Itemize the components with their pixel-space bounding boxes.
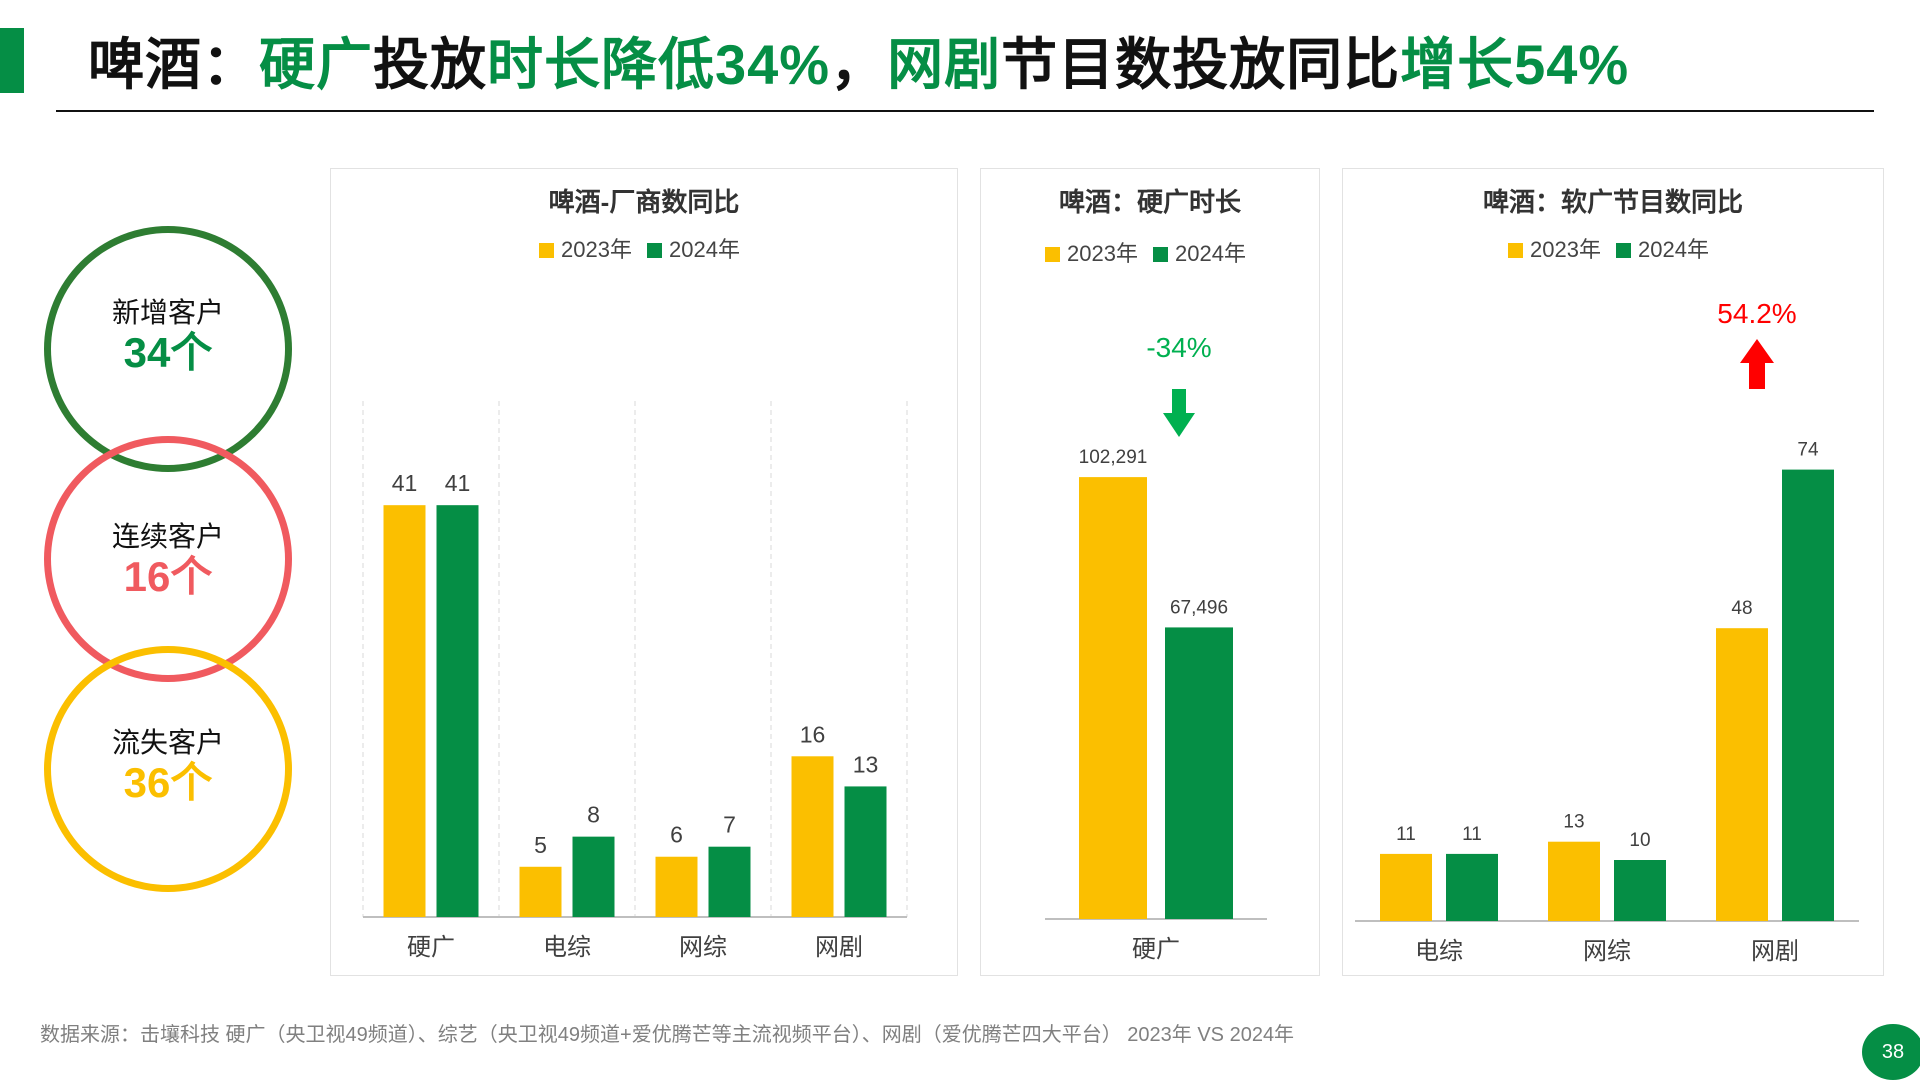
manufacturer-count-panel: 啤酒-厂商数同比 2023年 2024年 41 41 硬广 5 8 电综 6 7 网综 16 13 网剧 [330, 168, 958, 976]
bar-label-0-2: 6 [670, 822, 683, 848]
legend-swatch-0 [1045, 247, 1060, 262]
title-segment-7: 增长54% [1400, 33, 1630, 96]
bar-label-0-0: 102,291 [1079, 447, 1148, 468]
down-arrow-icon [1163, 389, 1195, 437]
new-customers-label: 新增客户 [111, 297, 224, 328]
bar-0-1 [1548, 841, 1600, 921]
bar-label-1-1: 8 [587, 802, 600, 828]
legend-swatch-0 [539, 243, 554, 258]
bar-label-1-2: 74 [1797, 440, 1819, 461]
title-segment-6: 节目数投放同比 [1001, 33, 1401, 96]
continuing-customers-value: 16个 [123, 553, 213, 600]
bar-0-1 [519, 866, 562, 917]
continuing-customers-label: 连续客户 [111, 521, 224, 552]
bar-0-0 [1380, 853, 1432, 921]
title-segment-5: 网剧 [887, 33, 1002, 96]
category-label-1: 网综 [1583, 938, 1631, 965]
hard-ad-duration-panel: 啤酒：硬广时长 2023年 2024年 102,291 67,496 硬广 -34% [980, 168, 1320, 976]
lost-customers-value: 36个 [123, 759, 213, 806]
category-label-1: 电综 [543, 934, 591, 961]
title-divider [56, 110, 1874, 112]
bar-0-2 [1716, 628, 1768, 921]
continuing-customers-text: 连续客户 16个 [68, 520, 268, 600]
page-number: 38 [1862, 1024, 1920, 1080]
category-label-0: 电综 [1415, 938, 1463, 965]
bar-1-1 [572, 836, 615, 917]
up-arrow-icon [1740, 339, 1774, 389]
title-segment-1: 硬广 [259, 33, 373, 96]
bar-label-1-0: 11 [1462, 824, 1482, 845]
category-label-0: 硬广 [1132, 936, 1180, 963]
legend-swatch-1 [1153, 247, 1168, 262]
category-label-2: 网综 [679, 934, 727, 961]
legend-swatch-1 [647, 243, 662, 258]
chart-title: 啤酒：软广节目数同比 [1483, 187, 1743, 217]
chart-title: 啤酒-厂商数同比 [549, 187, 740, 217]
lost-customers-circle [44, 646, 292, 892]
bar-0-3 [791, 756, 834, 917]
accent-bar [0, 28, 24, 93]
lost-customers-label: 流失客户 [111, 727, 224, 758]
manufacturer-count-chart: 啤酒-厂商数同比 2023年 2024年 41 41 硬广 5 8 电综 6 7 网综 16 13 网剧 [362, 187, 908, 961]
legend-label-1: 2024年 [669, 237, 740, 262]
title-segment-2: 投放 [373, 33, 487, 96]
bar-label-1-2: 7 [723, 812, 736, 838]
change-annotation: -34% [1146, 332, 1211, 363]
category-label-0: 硬广 [407, 934, 455, 961]
bar-0-2 [655, 856, 698, 917]
bar-1-2 [1782, 469, 1834, 921]
bar-1-3 [844, 786, 887, 917]
category-label-2: 网剧 [1751, 938, 1799, 965]
bar-label-1-1: 10 [1629, 830, 1650, 851]
bar-1-1 [1614, 860, 1666, 921]
change-annotation: 54.2% [1717, 298, 1796, 329]
new-customers-text: 新增客户 34个 [68, 296, 268, 376]
bar-1-0 [1446, 853, 1498, 921]
bar-label-0-3: 16 [800, 721, 826, 747]
bar-1-0 [436, 505, 479, 917]
legend-label-0: 2023年 [561, 237, 632, 262]
bar-label-1-0: 67,496 [1170, 597, 1228, 618]
soft-ad-programs-chart: 啤酒：软广节目数同比 2023年 2024年 11 11 电综 13 10 网综 48 74 网剧 54… [1355, 187, 1859, 965]
data-source-note: 数据来源：击壤科技 硬广（央卫视49频道）、综艺（央卫视49频道+爱优腾芒等主流… [40, 1024, 1295, 1046]
legend-label-1: 2024年 [1175, 241, 1246, 266]
page-title: 啤酒：硬广投放时长降低34%，网剧节目数投放同比增长54% [88, 20, 1629, 101]
bar-label-1-3: 13 [853, 751, 879, 777]
category-label-3: 网剧 [815, 934, 863, 961]
bar-label-0-2: 48 [1731, 598, 1752, 619]
legend-label-0: 2023年 [1530, 237, 1601, 262]
lost-customers-text: 流失客户 36个 [68, 726, 268, 806]
new-customers-value: 34个 [123, 329, 213, 376]
bar-label-0-0: 11 [1396, 824, 1416, 845]
bar-label-0-1: 5 [534, 832, 547, 858]
bar-0-0 [1079, 477, 1147, 919]
bar-label-0-0: 41 [392, 470, 418, 496]
chart-title: 啤酒：硬广时长 [1059, 187, 1242, 217]
bar-1-0 [1165, 627, 1233, 919]
hard-ad-duration-chart: 啤酒：硬广时长 2023年 2024年 102,291 67,496 硬广 -34% [1045, 187, 1267, 963]
legend-label-0: 2023年 [1067, 241, 1138, 266]
bar-1-2 [708, 846, 751, 917]
bar-0-0 [383, 505, 426, 917]
bar-label-1-0: 41 [445, 470, 471, 496]
legend-label-1: 2024年 [1638, 237, 1709, 262]
soft-ad-programs-panel: 啤酒：软广节目数同比 2023年 2024年 11 11 电综 13 10 网综 48 74 网剧 54… [1342, 168, 1884, 976]
title-segment-3: 时长降低34% [487, 33, 831, 96]
title-segment-4: ， [830, 33, 888, 96]
legend-swatch-0 [1508, 243, 1523, 258]
legend-swatch-1 [1616, 243, 1631, 258]
bar-label-0-1: 13 [1563, 812, 1584, 833]
title-segment-0: 啤酒： [88, 33, 259, 96]
